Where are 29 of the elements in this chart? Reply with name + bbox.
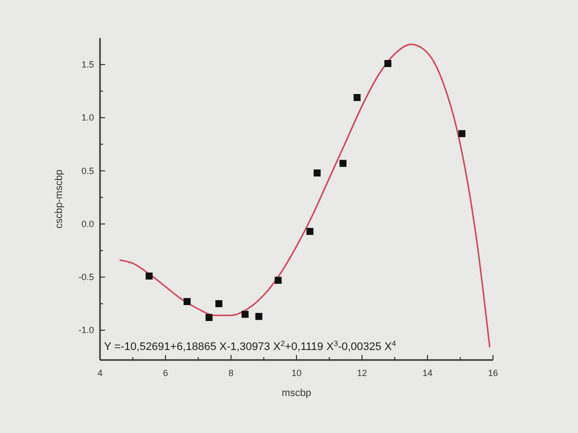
point (184, 298, 191, 306)
point (206, 314, 213, 321)
point (146, 272, 153, 280)
x-tick-label: 12 (356, 368, 368, 378)
x-axis-title: mscbp (282, 388, 312, 399)
point (215, 300, 222, 308)
point (255, 312, 262, 320)
annotation: Y =-10,52691+6,18865 X-1,30973 X$^{2}$+0,1119 X$^{3}$-0,00325 X$^{4}$ (104, 338, 397, 353)
y-tick-label: -0.5 (78, 272, 94, 282)
point (340, 160, 347, 167)
point (274, 276, 282, 284)
point (384, 60, 392, 68)
y-axis-title: cscbp-mscbp (54, 169, 65, 228)
y-tick-label: 0.5 (81, 166, 94, 176)
point (354, 94, 361, 102)
point (242, 310, 249, 318)
x-tick-label: 4 (97, 368, 103, 378)
x-tick-label: 14 (422, 368, 433, 378)
y-tick-label: 1.0 (81, 112, 94, 123)
x-tick-label: 8 (228, 368, 234, 378)
x-tick-label: 10 (291, 368, 302, 378)
y-tick-label: 1.5 (81, 60, 94, 70)
point (306, 228, 314, 235)
point (314, 169, 321, 176)
y-tick-label: -1.0 (78, 325, 94, 336)
point (458, 130, 466, 138)
y-tick-label: 0.0 (81, 218, 94, 229)
x-tick-label: 16 (488, 368, 498, 378)
x-tick-label: 6 (162, 368, 168, 378)
